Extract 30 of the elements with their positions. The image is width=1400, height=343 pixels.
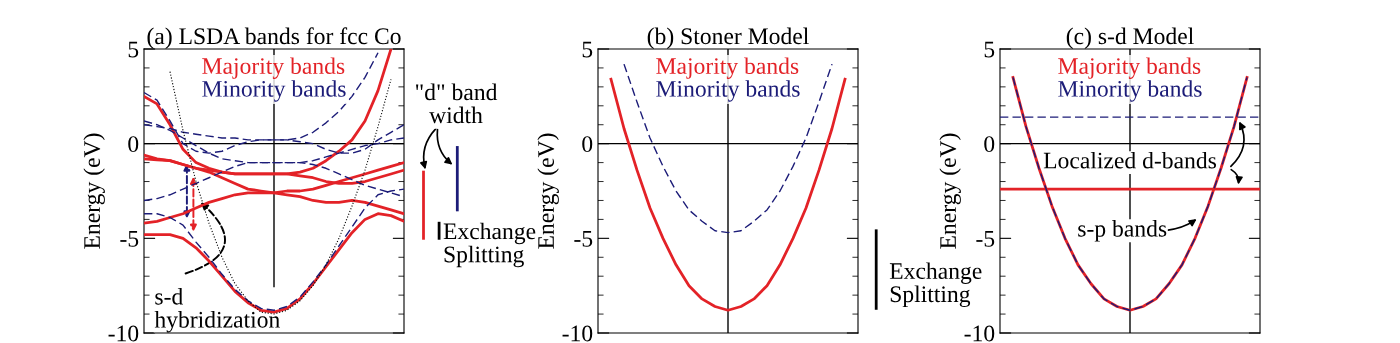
chart-title: (c) s-d Model <box>1066 27 1194 49</box>
y-tick-label: 5 <box>582 41 593 58</box>
y-axis-title: Energy (eV) <box>939 133 961 249</box>
y-tick-label: -5 <box>976 231 995 247</box>
series-label: Minority bands <box>1058 80 1202 102</box>
y-tick-label: 0 <box>128 136 139 153</box>
y-tick-label: 5 <box>128 41 139 58</box>
text: "d" band width <box>416 83 498 124</box>
chart-title: (a) LSDA bands for fcc Co <box>147 27 401 49</box>
y-tick-label: 0 <box>582 136 593 153</box>
y-tick-label: 5 <box>984 41 995 58</box>
series-label: Majority bands <box>202 57 345 79</box>
chart-title: (b) Stoner Model <box>647 27 809 49</box>
series-label: Minority bands <box>202 80 346 102</box>
series-label: Minority bands <box>656 80 800 102</box>
y-tick-label: -10 <box>964 325 995 342</box>
y-tick-label: -5 <box>120 231 139 247</box>
y-tick-label: -5 <box>574 231 593 247</box>
annotation: s-d hybridization <box>154 288 280 333</box>
annotation: s-p bands <box>1078 220 1167 242</box>
series-label: Majority bands <box>1058 57 1201 79</box>
y-tick-label: 0 <box>984 136 995 153</box>
series-label: Majority bands <box>656 57 799 79</box>
text: Exchange Splitting <box>443 222 536 268</box>
annotation: Localized d-bands <box>1043 151 1217 169</box>
text: Exchange Splitting <box>889 262 982 308</box>
y-axis-title: Energy (eV) <box>83 133 105 249</box>
y-tick-label: -10 <box>562 325 593 342</box>
y-axis-title: Energy (eV) <box>537 133 559 249</box>
y-tick-label: -10 <box>108 325 139 342</box>
